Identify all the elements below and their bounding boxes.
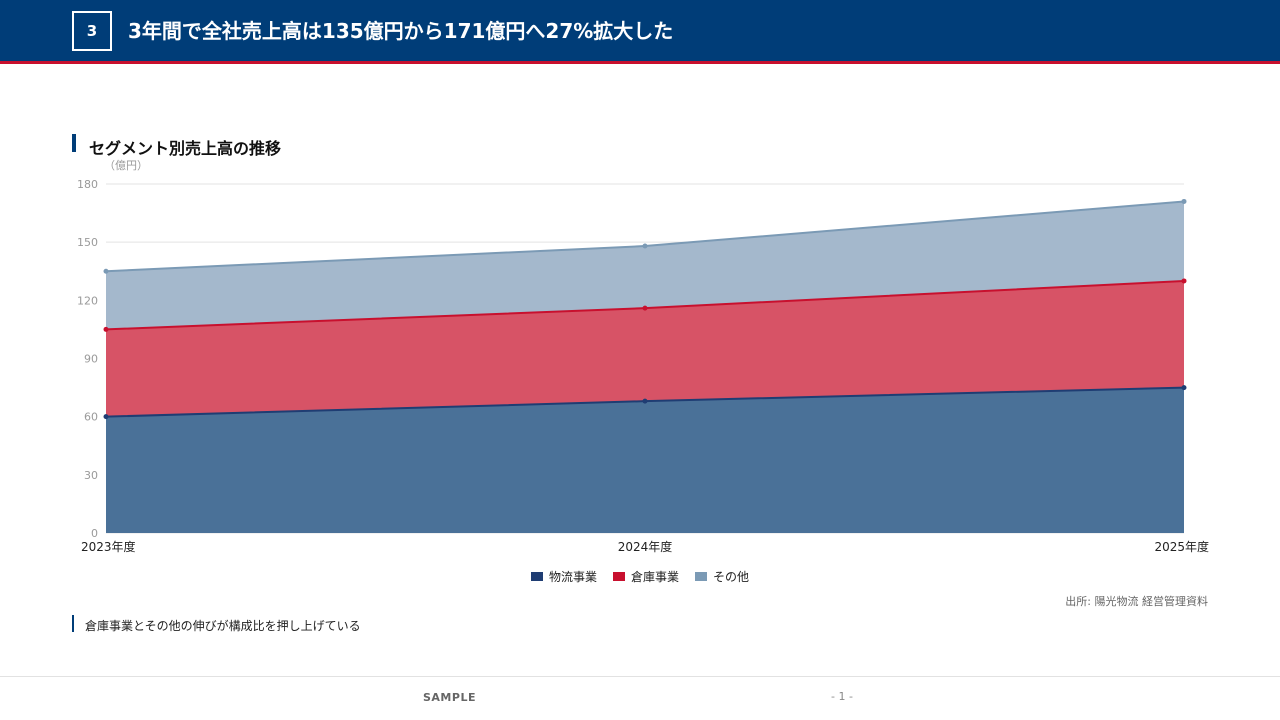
y-tick-label: 180: [77, 178, 98, 191]
area-3: [106, 201, 1184, 330]
legend-swatch: [612, 572, 625, 581]
data-point: [103, 268, 109, 274]
slide-number-badge: 3: [72, 11, 112, 51]
data-point: [1181, 198, 1187, 204]
x-tick-label: 2024年度: [618, 539, 673, 554]
data-point: [103, 414, 109, 420]
chart-title-marker: [72, 134, 76, 152]
source-note: 出所: 陽光物流 経営管理資料: [1065, 595, 1208, 608]
legend-swatch: [530, 572, 543, 581]
x-tick-label: 2025年度: [1154, 539, 1209, 554]
y-tick-label: 0: [91, 527, 98, 540]
legend-item: その他: [695, 568, 749, 585]
header-bar: [0, 0, 1280, 61]
footer-divider: [0, 676, 1280, 677]
page-number: - 1 -: [831, 690, 853, 703]
legend-label: 倉庫事業: [630, 570, 679, 584]
legend-swatch: [695, 572, 707, 581]
data-point: [642, 243, 648, 249]
slide-title: 3年間で全社売上高は135億円から171億円へ27%拡大した: [128, 19, 674, 43]
chart-legend: 物流事業 倉庫事業 その他: [0, 568, 1280, 585]
data-point: [103, 326, 109, 332]
data-point: [1181, 278, 1187, 284]
legend-item: 物流事業: [530, 568, 597, 585]
unit-label: （億円）: [104, 159, 148, 172]
chart-title: セグメント別売上高の推移: [89, 139, 282, 158]
footer-label: SAMPLE: [423, 691, 476, 704]
area-1: [106, 387, 1184, 533]
data-point: [642, 398, 648, 404]
legend-label: 物流事業: [548, 570, 597, 584]
y-tick-label: 30: [84, 469, 98, 482]
note-marker: [72, 615, 74, 632]
y-tick-label: 150: [77, 236, 98, 249]
legend-label: その他: [713, 570, 750, 584]
area-2: [106, 280, 1184, 417]
data-point: [642, 305, 648, 311]
data-point: [1181, 385, 1187, 391]
takeaway-note: 倉庫事業とその他の伸びが構成比を押し上げている: [85, 619, 361, 633]
x-tick-label: 2023年度: [81, 539, 136, 554]
y-tick-label: 60: [84, 411, 98, 424]
y-tick-label: 120: [77, 294, 98, 307]
y-tick-label: 90: [84, 353, 98, 366]
legend-item: 倉庫事業: [612, 568, 679, 585]
header-accent-rule: [0, 61, 1280, 64]
